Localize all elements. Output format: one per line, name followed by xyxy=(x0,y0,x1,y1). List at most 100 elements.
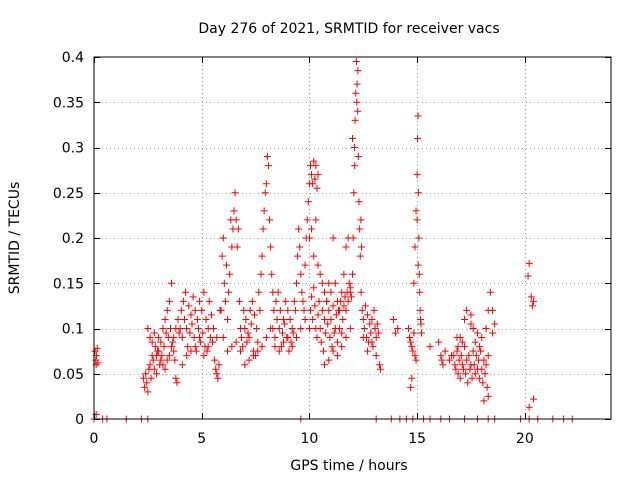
data-point xyxy=(207,311,215,319)
data-points xyxy=(90,58,576,423)
data-point xyxy=(185,302,193,310)
data-point xyxy=(179,297,187,305)
data-point xyxy=(276,306,284,314)
data-point xyxy=(451,361,459,369)
data-point xyxy=(368,338,376,346)
data-point xyxy=(310,284,318,292)
data-point xyxy=(469,347,477,355)
data-point xyxy=(350,189,358,197)
data-point xyxy=(471,370,479,378)
data-point xyxy=(471,338,479,346)
chart-title: Day 276 of 2021, SRMTID for receiver vac… xyxy=(198,21,499,37)
data-point xyxy=(163,306,171,314)
data-point xyxy=(454,343,462,351)
data-point xyxy=(392,329,400,337)
data-point xyxy=(414,112,422,120)
data-point xyxy=(175,329,183,337)
data-point xyxy=(330,329,338,337)
data-point xyxy=(196,297,204,305)
data-point xyxy=(306,306,314,314)
data-point xyxy=(280,315,288,323)
data-point xyxy=(224,347,232,355)
data-point xyxy=(198,306,206,314)
data-point xyxy=(326,334,334,342)
data-point xyxy=(177,306,185,314)
data-point xyxy=(346,325,354,332)
data-point xyxy=(349,270,356,278)
data-point xyxy=(354,67,362,75)
data-point xyxy=(464,379,472,387)
data-point xyxy=(161,315,169,323)
data-point xyxy=(176,325,184,332)
data-point xyxy=(240,306,248,314)
data-point xyxy=(254,347,262,355)
data-point xyxy=(319,347,327,355)
x-axis-title: GPS time / hours xyxy=(290,458,407,474)
data-point xyxy=(200,352,208,360)
data-point xyxy=(415,270,423,278)
data-point xyxy=(262,180,270,188)
data-point xyxy=(149,356,157,364)
data-point xyxy=(155,334,163,342)
data-point xyxy=(171,356,179,364)
data-point xyxy=(235,297,243,305)
data-point xyxy=(238,334,246,342)
data-point xyxy=(242,315,250,323)
data-point xyxy=(204,343,212,351)
data-point xyxy=(215,361,223,369)
data-point xyxy=(454,370,462,378)
data-point xyxy=(178,361,186,369)
data-point xyxy=(268,270,276,278)
data-point xyxy=(478,365,486,373)
data-point xyxy=(332,311,340,319)
data-point xyxy=(481,370,489,378)
data-point xyxy=(155,347,163,355)
data-point xyxy=(462,370,470,378)
data-point xyxy=(340,270,348,278)
data-point xyxy=(264,162,272,170)
data-point xyxy=(337,297,345,305)
data-point xyxy=(94,359,102,367)
data-point xyxy=(314,311,322,319)
data-point xyxy=(284,306,292,314)
data-point xyxy=(210,325,218,332)
data-point xyxy=(243,338,251,346)
data-point xyxy=(316,325,324,332)
data-point xyxy=(294,252,302,260)
data-point xyxy=(413,171,421,179)
data-point xyxy=(455,356,463,364)
data-point xyxy=(211,356,219,364)
data-point xyxy=(194,325,202,332)
data-point xyxy=(308,293,316,301)
data-point xyxy=(289,329,297,337)
data-point xyxy=(247,320,255,328)
data-point xyxy=(269,325,277,332)
data-point xyxy=(170,347,178,355)
data-point xyxy=(364,347,372,355)
data-point xyxy=(256,306,264,314)
data-point xyxy=(461,315,469,323)
data-point xyxy=(486,288,494,296)
data-point xyxy=(258,252,266,260)
data-point xyxy=(308,225,316,233)
data-point xyxy=(197,338,205,346)
data-point xyxy=(367,329,375,337)
data-point xyxy=(524,272,532,280)
data-point xyxy=(214,374,222,382)
data-point xyxy=(353,80,361,88)
data-point xyxy=(226,270,234,278)
data-point xyxy=(450,352,458,360)
data-point xyxy=(290,297,298,305)
data-point xyxy=(351,162,359,170)
data-point xyxy=(173,379,181,387)
data-point xyxy=(225,288,233,296)
data-point xyxy=(170,334,178,342)
data-point xyxy=(212,365,220,373)
data-point xyxy=(489,306,497,314)
data-point xyxy=(180,315,188,323)
data-point xyxy=(253,325,261,332)
data-point xyxy=(169,338,177,346)
data-point xyxy=(414,261,422,269)
data-point xyxy=(480,397,488,405)
data-point xyxy=(369,343,377,351)
